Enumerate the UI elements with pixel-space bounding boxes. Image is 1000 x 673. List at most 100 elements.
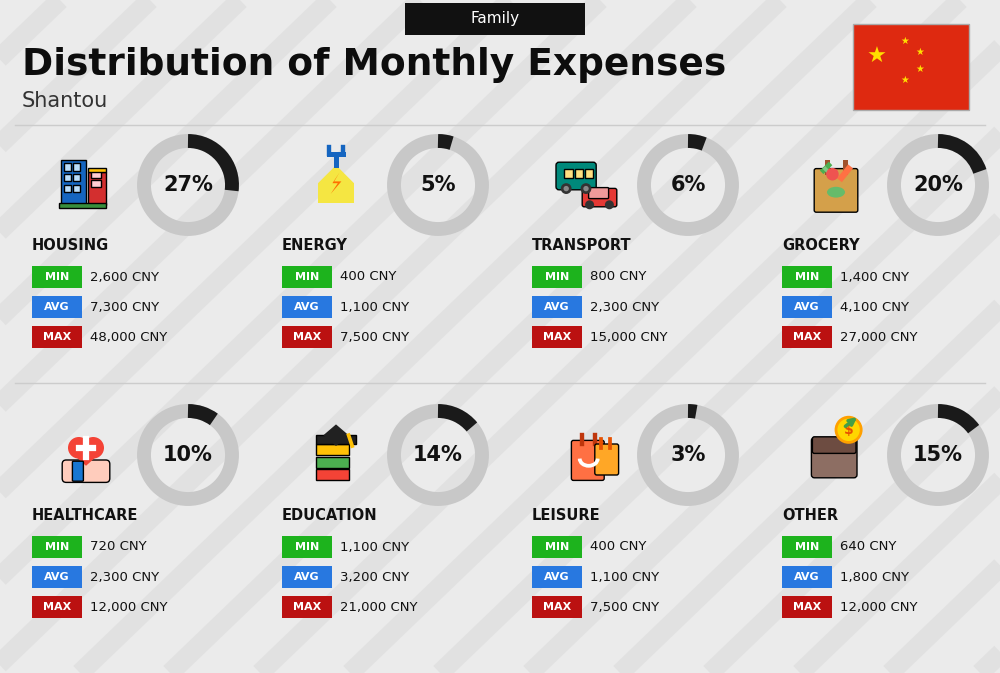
FancyBboxPatch shape [532, 566, 582, 588]
FancyBboxPatch shape [282, 566, 332, 588]
FancyBboxPatch shape [582, 188, 617, 207]
Text: 4,100 CNY: 4,100 CNY [840, 301, 909, 314]
Text: Distribution of Monthly Expenses: Distribution of Monthly Expenses [22, 47, 726, 83]
Text: MAX: MAX [293, 602, 321, 612]
Text: ★: ★ [900, 75, 909, 85]
FancyBboxPatch shape [532, 596, 582, 618]
Text: $: $ [844, 423, 853, 437]
FancyBboxPatch shape [316, 435, 356, 444]
FancyBboxPatch shape [532, 536, 582, 558]
Ellipse shape [827, 187, 845, 198]
Text: MIN: MIN [545, 542, 569, 552]
Text: TRANSPORT: TRANSPORT [532, 238, 632, 252]
Text: 2,300 CNY: 2,300 CNY [90, 571, 159, 583]
Text: 7,500 CNY: 7,500 CNY [340, 330, 409, 343]
FancyBboxPatch shape [282, 326, 332, 348]
FancyBboxPatch shape [812, 437, 856, 454]
FancyBboxPatch shape [532, 326, 582, 348]
FancyBboxPatch shape [405, 3, 585, 35]
Text: 640 CNY: 640 CNY [840, 540, 896, 553]
Text: 3,200 CNY: 3,200 CNY [340, 571, 409, 583]
FancyBboxPatch shape [811, 437, 857, 478]
FancyBboxPatch shape [73, 174, 80, 182]
Text: Shantou: Shantou [22, 91, 108, 111]
Circle shape [82, 437, 104, 458]
Text: 400 CNY: 400 CNY [340, 271, 396, 283]
Text: MIN: MIN [295, 272, 319, 282]
Text: ★: ★ [916, 47, 924, 57]
Text: 400 CNY: 400 CNY [590, 540, 646, 553]
Circle shape [826, 168, 839, 180]
Text: 1,400 CNY: 1,400 CNY [840, 271, 909, 283]
Text: 14%: 14% [413, 445, 463, 465]
Text: MAX: MAX [793, 332, 821, 342]
FancyBboxPatch shape [90, 180, 101, 187]
Text: MIN: MIN [795, 272, 819, 282]
Text: AVG: AVG [794, 572, 820, 582]
Text: AVG: AVG [294, 572, 320, 582]
Text: 27%: 27% [163, 175, 213, 195]
FancyBboxPatch shape [782, 536, 832, 558]
FancyBboxPatch shape [853, 24, 969, 110]
FancyBboxPatch shape [88, 168, 106, 172]
Text: MAX: MAX [43, 332, 71, 342]
FancyBboxPatch shape [32, 296, 82, 318]
Text: 12,000 CNY: 12,000 CNY [840, 600, 918, 614]
FancyBboxPatch shape [64, 185, 71, 192]
Circle shape [581, 183, 591, 194]
Text: AVG: AVG [44, 302, 70, 312]
Circle shape [564, 186, 569, 191]
Text: GROCERY: GROCERY [782, 238, 860, 252]
Text: MAX: MAX [793, 602, 821, 612]
FancyBboxPatch shape [32, 326, 82, 348]
Text: 5%: 5% [420, 175, 456, 195]
Circle shape [585, 201, 594, 209]
FancyBboxPatch shape [32, 566, 82, 588]
Circle shape [605, 201, 614, 209]
FancyBboxPatch shape [595, 444, 619, 475]
Text: 2,300 CNY: 2,300 CNY [590, 301, 659, 314]
Text: ★: ★ [900, 36, 909, 46]
FancyBboxPatch shape [782, 326, 832, 348]
FancyBboxPatch shape [556, 162, 596, 190]
Text: MAX: MAX [293, 332, 321, 342]
FancyBboxPatch shape [73, 185, 80, 192]
Text: MIN: MIN [545, 272, 569, 282]
Text: 27,000 CNY: 27,000 CNY [840, 330, 918, 343]
Text: 12,000 CNY: 12,000 CNY [90, 600, 168, 614]
FancyBboxPatch shape [62, 460, 110, 483]
FancyBboxPatch shape [90, 170, 101, 178]
FancyBboxPatch shape [782, 296, 832, 318]
Text: AVG: AVG [544, 572, 570, 582]
Text: 6%: 6% [670, 175, 706, 195]
FancyBboxPatch shape [282, 536, 332, 558]
Text: 7,500 CNY: 7,500 CNY [590, 600, 659, 614]
FancyBboxPatch shape [88, 172, 106, 205]
FancyBboxPatch shape [64, 174, 71, 182]
Text: 1,100 CNY: 1,100 CNY [340, 540, 409, 553]
Text: MIN: MIN [795, 542, 819, 552]
FancyBboxPatch shape [532, 296, 582, 318]
FancyBboxPatch shape [585, 169, 593, 178]
Circle shape [583, 186, 589, 191]
Polygon shape [318, 165, 354, 203]
Text: OTHER: OTHER [782, 507, 838, 522]
Polygon shape [70, 452, 102, 466]
Text: 48,000 CNY: 48,000 CNY [90, 330, 167, 343]
FancyBboxPatch shape [532, 266, 582, 288]
Polygon shape [331, 172, 341, 194]
Text: EDUCATION: EDUCATION [282, 507, 378, 522]
Text: 21,000 CNY: 21,000 CNY [340, 600, 418, 614]
Text: AVG: AVG [794, 302, 820, 312]
Text: 2,600 CNY: 2,600 CNY [90, 271, 159, 283]
FancyBboxPatch shape [73, 164, 80, 170]
FancyBboxPatch shape [589, 188, 609, 199]
Text: MAX: MAX [543, 332, 571, 342]
FancyBboxPatch shape [782, 266, 832, 288]
Text: MIN: MIN [45, 542, 69, 552]
FancyBboxPatch shape [316, 457, 349, 468]
FancyBboxPatch shape [32, 536, 82, 558]
Text: 15%: 15% [913, 445, 963, 465]
FancyBboxPatch shape [782, 566, 832, 588]
Text: 1,100 CNY: 1,100 CNY [590, 571, 659, 583]
